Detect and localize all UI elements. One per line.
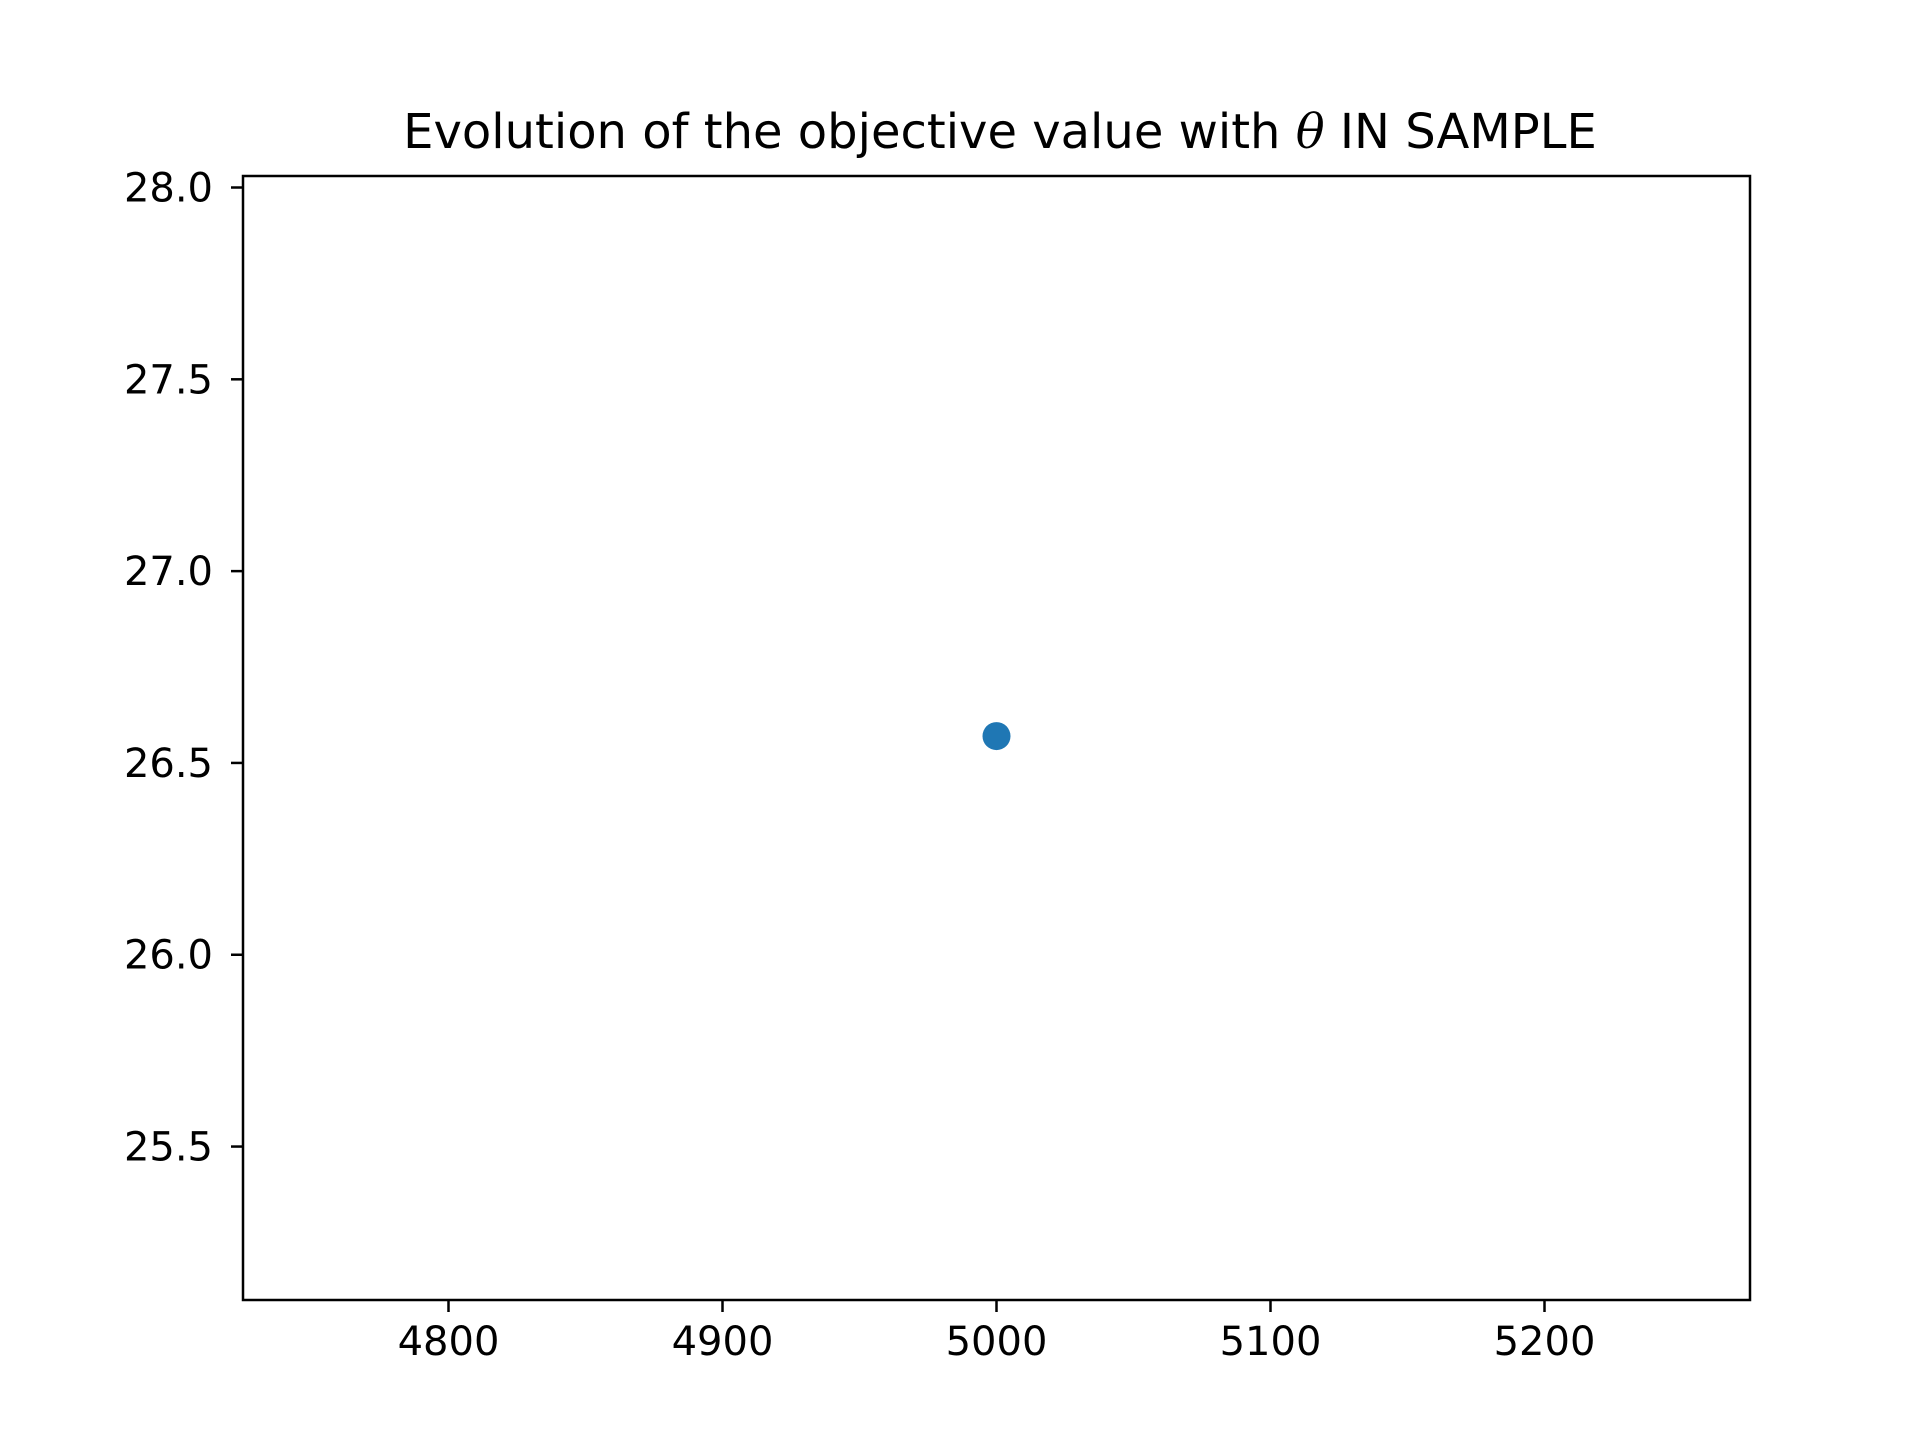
chart-title-theta: θ xyxy=(1296,104,1325,160)
y-tick-label: 25.5 xyxy=(124,1125,213,1171)
scatter-point xyxy=(982,722,1011,751)
x-tick-label: 5100 xyxy=(1220,1319,1322,1365)
y-axis-ticks: 25.5 26.0 26.5 27.0 27.5 28.0 xyxy=(124,166,243,1171)
x-axis-ticks: 4800 4900 5000 5100 5200 xyxy=(398,1300,1596,1365)
chart-title: Evolution of the objective value with θ … xyxy=(403,104,1597,160)
y-tick-label: 28.0 xyxy=(124,166,213,212)
x-tick-label: 4900 xyxy=(672,1319,774,1365)
scatter-points xyxy=(982,722,1011,751)
chart-title-prefix: Evolution of the objective value with xyxy=(403,104,1296,160)
y-tick-label: 27.0 xyxy=(124,549,213,595)
y-tick-label: 27.5 xyxy=(124,357,213,403)
x-tick-label: 4800 xyxy=(398,1319,500,1365)
y-tick-label: 26.0 xyxy=(124,933,213,979)
chart-title-suffix: IN SAMPLE xyxy=(1325,104,1597,160)
plot-area-frame xyxy=(241,174,1752,1302)
x-tick-label: 5200 xyxy=(1494,1319,1596,1365)
y-tick-label: 26.5 xyxy=(124,741,213,787)
x-tick-label: 5000 xyxy=(946,1319,1048,1365)
